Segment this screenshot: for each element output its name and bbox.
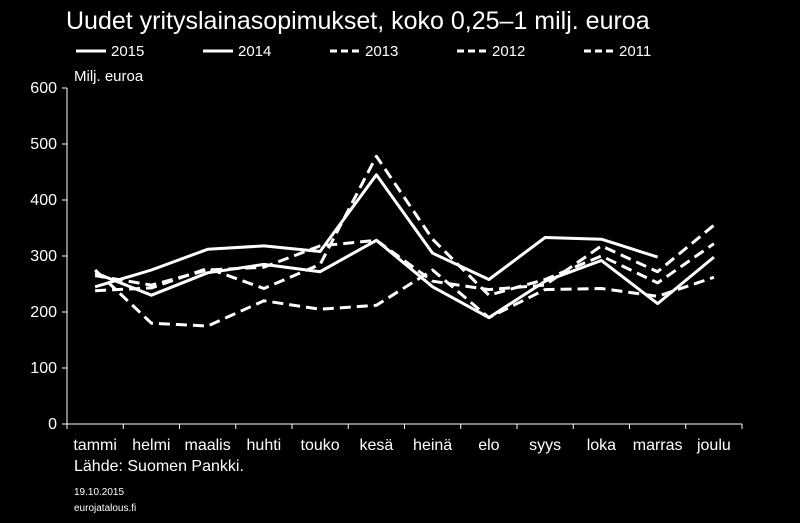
series-line-2013 — [94, 268, 715, 328]
date-note: 19.10.2015 — [74, 487, 124, 498]
x-tick-label: kesä — [359, 437, 393, 454]
plot-series — [94, 154, 715, 328]
legend-label-2014: 2014 — [238, 43, 271, 60]
x-tick-label: loka — [587, 437, 616, 454]
site-note: eurojatalous.fi — [74, 503, 136, 514]
x-tick-label: marras — [633, 437, 683, 454]
y-tick-label: 300 — [30, 248, 57, 265]
x-tick-label: huhti — [247, 437, 282, 454]
unit-label: Milj. euroa — [74, 68, 144, 85]
x-tick-label: maalis — [185, 437, 231, 454]
source-note: Lähde: Suomen Pankki. — [74, 458, 244, 475]
y-tick-label: 400 — [30, 192, 57, 209]
x-tick-label: tammi — [73, 437, 117, 454]
x-tick-label: helmi — [132, 437, 170, 454]
y-tick-label: 0 — [48, 416, 57, 433]
legend-label-2015: 2015 — [111, 43, 144, 60]
x-axis-ticks: tammi helmi maalis huhti touko kesä heinä elo sy… — [66, 424, 743, 454]
legend-label-2011: 2011 — [619, 43, 651, 60]
legend-label-2013: 2013 — [365, 43, 398, 60]
x-tick-label: joulu — [696, 437, 731, 454]
series-line-2014 — [94, 238, 715, 320]
x-tick-label: syys — [529, 437, 561, 454]
legend-label-2012: 2012 — [492, 43, 525, 60]
y-tick-label: 500 — [30, 136, 57, 153]
y-axis-ticks: 0 100 200 300 400 500 600 — [30, 80, 67, 433]
y-tick-label: 200 — [30, 304, 57, 321]
y-tick-label: 100 — [30, 360, 57, 377]
y-tick-label: 600 — [30, 80, 57, 97]
series-line-2015 — [94, 173, 659, 289]
x-tick-label: touko — [301, 437, 340, 454]
x-tick-label: heinä — [413, 437, 452, 454]
series-line-2011 — [95, 154, 715, 297]
chart-title: Uudet yrityslainasopimukset, koko 0,25–1… — [66, 7, 650, 35]
legend: 2015 2014 2013 2012 2011 — [76, 43, 651, 60]
x-tick-label: elo — [478, 437, 499, 454]
